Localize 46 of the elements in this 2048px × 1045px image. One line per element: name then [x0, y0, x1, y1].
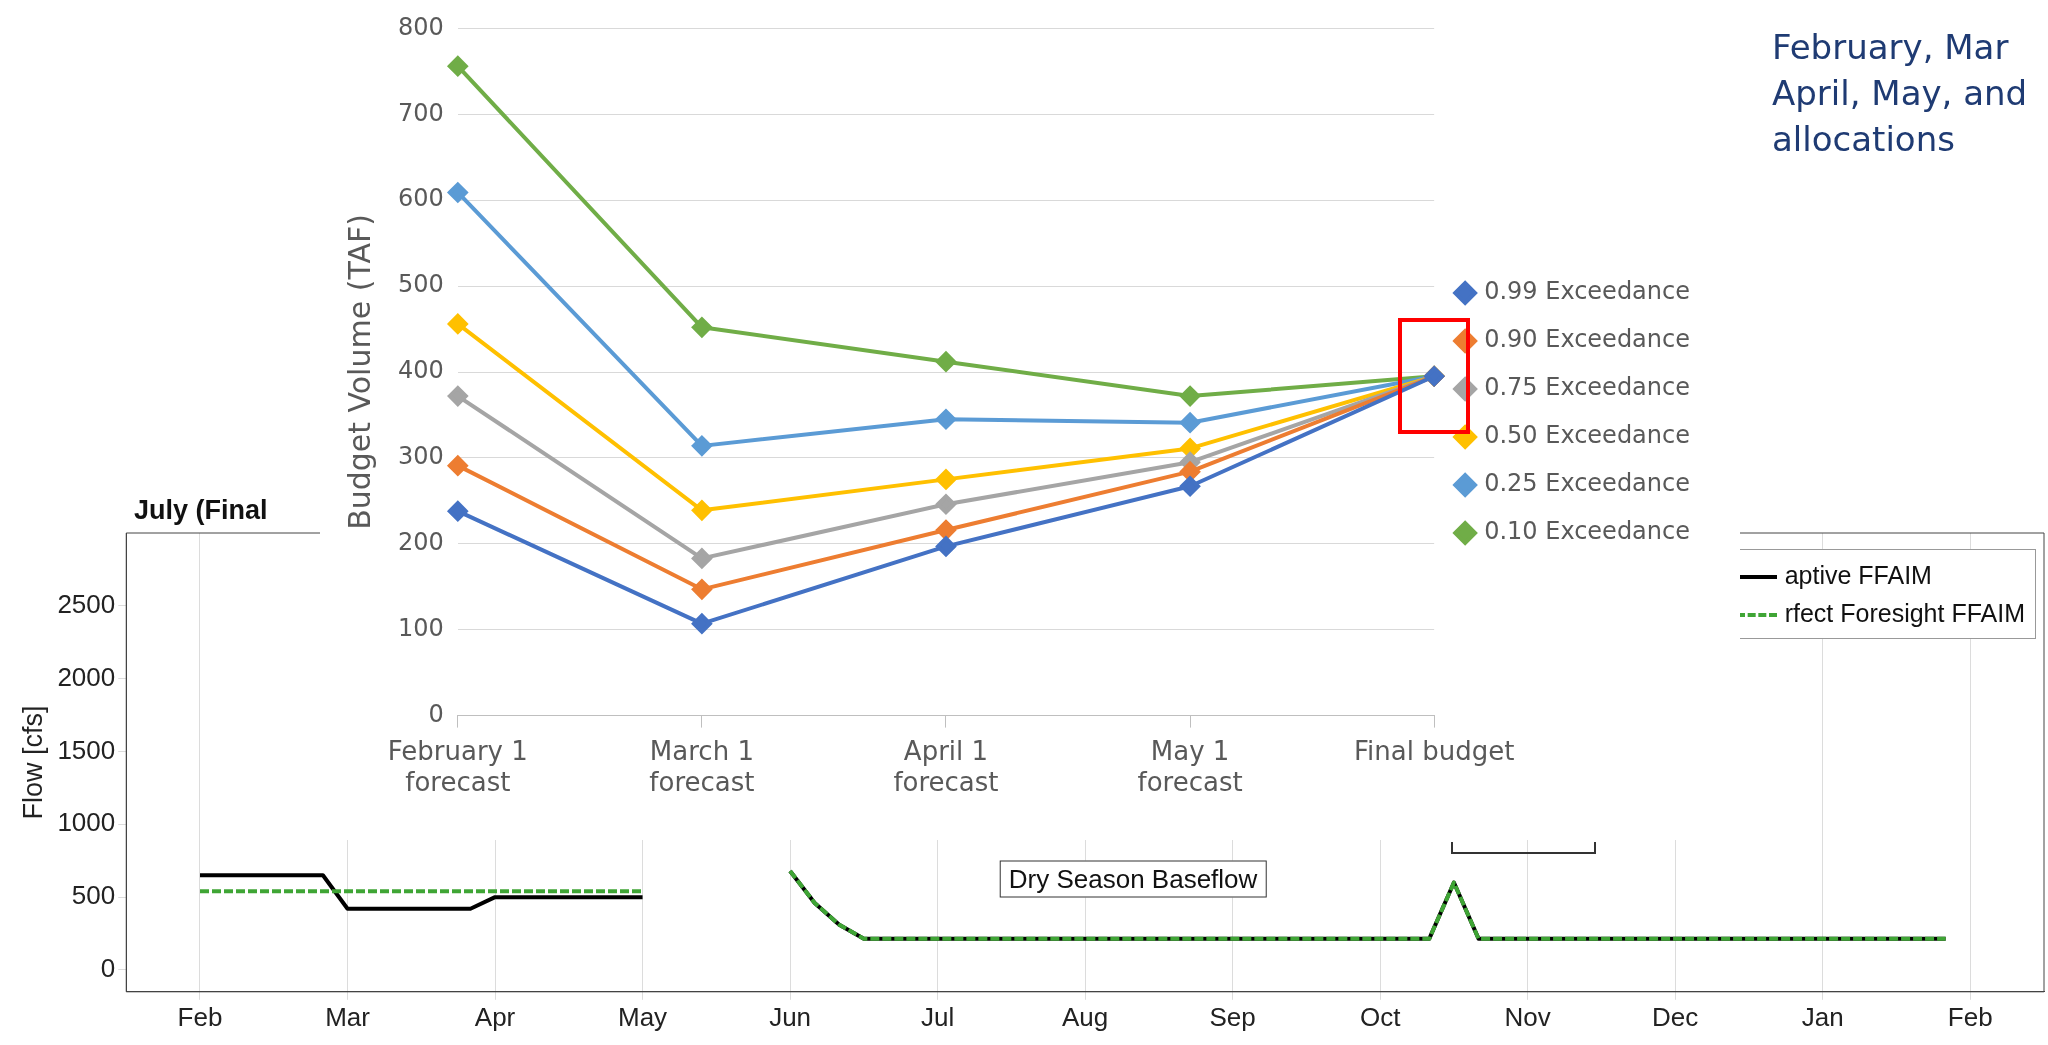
x-tick-label: May 1 forecast [1137, 735, 1243, 798]
y-tick-label: 1000 [57, 807, 116, 838]
text: February, Mar April, May, and allocations [1772, 26, 2028, 161]
x-tick-label: Feb [177, 1001, 223, 1032]
x-tick-label: April 1 forecast [893, 735, 999, 798]
y-tick-label: 0 [100, 953, 116, 984]
x-tick-label: Apr [474, 1001, 516, 1032]
x-tick-label: Jul [920, 1001, 955, 1032]
x-tick-label: May [618, 1001, 668, 1032]
y-tick-label: 300 [398, 442, 444, 471]
x-tick-label: Feb [1947, 1001, 1993, 1032]
y-axis-title: Flow [cfs] [17, 705, 48, 820]
x-tick-label: Oct [1359, 1001, 1402, 1032]
legend-label: 0.99 Exceedance [1484, 277, 1691, 306]
legend-label: 0.25 Exceedance [1484, 469, 1691, 498]
y-tick-label: 500 [71, 880, 116, 911]
y-tick-label: 400 [398, 356, 444, 385]
x-tick-label: Nov [1504, 1001, 1551, 1032]
x-tick-label: Sep [1209, 1001, 1256, 1032]
x-tick-label: Final budget [1353, 735, 1515, 766]
x-tick-label: Mar [325, 1001, 371, 1032]
legend-label: 0.75 Exceedance [1484, 373, 1691, 402]
x-tick-label: Aug [1061, 1001, 1109, 1032]
y-tick-label: 2000 [57, 661, 116, 692]
y-tick-label: 800 [398, 12, 444, 41]
x-tick-label: March 1 forecast [649, 735, 755, 798]
annotation: Dry Season Baseflow [999, 860, 1267, 898]
legend-label: 0.50 Exceedance [1484, 421, 1691, 450]
legend-label: 0.10 Exceedance [1484, 517, 1691, 546]
legend-label: rfect Foresight FFAIM [1784, 599, 2025, 627]
x-tick-label: Jan [1801, 1001, 1844, 1032]
y-tick-label: 600 [398, 184, 444, 213]
y-tick-label: 1500 [57, 734, 116, 765]
y-tick-label: 200 [398, 528, 444, 557]
y-tick-label: 0 [428, 699, 444, 728]
chart-title: July (Final [134, 495, 268, 526]
y-axis-title: Budget Volume (TAF) [341, 214, 377, 530]
y-tick-label: 500 [398, 270, 444, 299]
x-tick-label: February 1 forecast [387, 735, 528, 798]
legend-label: aptive FFAIM [1784, 561, 1932, 589]
x-tick-label: Dec [1652, 1001, 1699, 1032]
legend-label: 0.90 Exceedance [1484, 325, 1691, 354]
x-tick-label: Jun [769, 1001, 812, 1032]
y-tick-label: 700 [398, 98, 444, 127]
y-tick-label: 2500 [57, 589, 116, 619]
y-tick-label: 100 [398, 613, 444, 642]
